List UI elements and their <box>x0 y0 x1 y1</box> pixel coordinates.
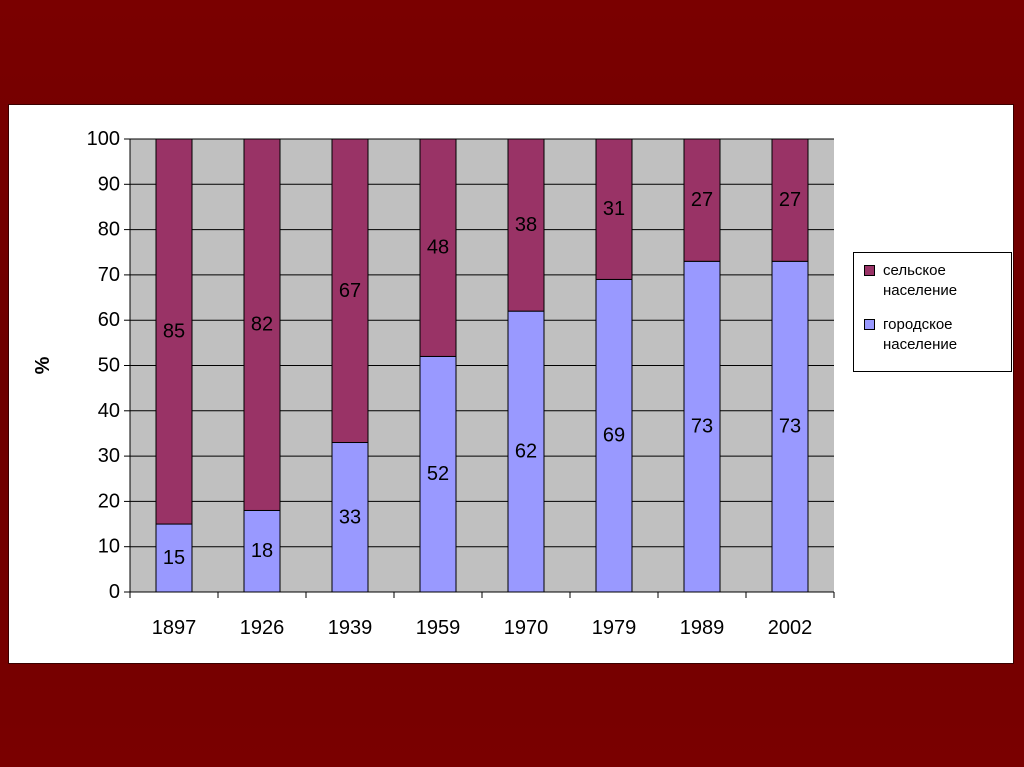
y-tick-label: 70 <box>98 264 120 286</box>
data-label-rural: 31 <box>603 198 625 220</box>
bar-rural <box>155 138 193 525</box>
data-label-rural: 48 <box>427 237 449 259</box>
y-tick-label: 100 <box>87 128 120 150</box>
data-label-rural: 27 <box>691 189 713 211</box>
data-label-rural: 67 <box>339 280 361 302</box>
bar-urban <box>331 442 369 593</box>
x-tick-label: 1959 <box>416 617 461 639</box>
legend-item-rural: сельское население <box>864 261 1005 301</box>
y-tick-label: 80 <box>98 219 120 241</box>
y-tick-label: 0 <box>109 581 120 603</box>
legend-item-urban: городское население <box>864 315 1005 355</box>
bar-rural <box>683 138 721 262</box>
legend-label-urban: городское население <box>883 316 958 353</box>
y-tick-label: 40 <box>98 400 120 422</box>
legend-swatch-urban <box>864 319 875 330</box>
x-tick-label: 1926 <box>240 617 285 639</box>
data-label-urban: 62 <box>515 441 537 463</box>
chart-legend: сельское население городское население <box>853 252 1012 372</box>
y-tick-label: 90 <box>98 173 120 195</box>
bar-urban <box>155 523 193 593</box>
data-label-urban: 73 <box>779 416 801 438</box>
bar-urban <box>419 355 457 593</box>
data-label-urban: 69 <box>603 425 625 447</box>
bar-urban <box>683 260 721 593</box>
x-tick-label: 1939 <box>328 617 373 639</box>
data-label-rural: 38 <box>515 214 537 236</box>
bar-rural <box>507 138 545 312</box>
bar-rural <box>243 138 281 511</box>
data-label-urban: 33 <box>339 506 361 528</box>
bar-urban <box>507 310 545 593</box>
x-tick-label: 1897 <box>152 617 197 639</box>
y-tick-label: 20 <box>98 490 120 512</box>
bar-rural <box>771 138 809 262</box>
data-label-rural: 27 <box>779 189 801 211</box>
bar-urban <box>595 278 633 593</box>
data-label-rural: 85 <box>163 321 185 343</box>
bar-rural <box>419 138 457 357</box>
x-tick-label: 1979 <box>592 617 637 639</box>
x-tick-label: 2002 <box>768 617 813 639</box>
data-label-urban: 52 <box>427 463 449 485</box>
bar-urban <box>771 260 809 593</box>
data-label-rural: 82 <box>251 314 273 336</box>
x-tick-label: 1989 <box>680 617 725 639</box>
y-tick-label: 50 <box>98 355 120 377</box>
data-label-urban: 15 <box>163 547 185 569</box>
y-tick-label: 10 <box>98 536 120 558</box>
y-tick-label: 60 <box>98 309 120 331</box>
x-tick-label: 1970 <box>504 617 549 639</box>
bar-rural <box>595 138 633 280</box>
bar-urban <box>243 509 281 593</box>
legend-swatch-rural <box>864 265 875 276</box>
legend-label-rural: сельское население <box>883 262 958 299</box>
y-tick-label: 30 <box>98 445 120 467</box>
y-axis-label: % <box>32 356 54 374</box>
bar-rural <box>331 138 369 444</box>
data-label-urban: 73 <box>691 416 713 438</box>
data-label-urban: 18 <box>251 540 273 562</box>
